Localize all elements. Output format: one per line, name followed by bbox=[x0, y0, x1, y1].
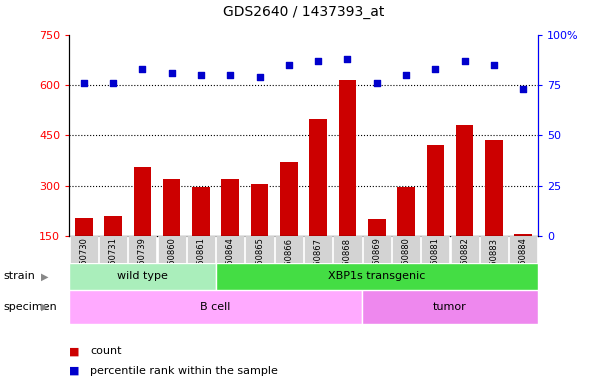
FancyBboxPatch shape bbox=[187, 236, 215, 263]
Point bbox=[167, 70, 177, 76]
FancyBboxPatch shape bbox=[509, 236, 537, 263]
Text: count: count bbox=[90, 346, 121, 356]
Bar bbox=[251, 184, 268, 286]
Point bbox=[372, 80, 382, 86]
Text: percentile rank within the sample: percentile rank within the sample bbox=[90, 366, 278, 376]
Text: GSM160868: GSM160868 bbox=[343, 237, 352, 288]
Text: ■: ■ bbox=[69, 346, 79, 356]
FancyBboxPatch shape bbox=[99, 236, 127, 263]
FancyBboxPatch shape bbox=[157, 236, 186, 263]
Text: tumor: tumor bbox=[433, 302, 467, 312]
FancyBboxPatch shape bbox=[392, 236, 420, 263]
FancyBboxPatch shape bbox=[304, 236, 332, 263]
Text: GSM160880: GSM160880 bbox=[401, 237, 410, 288]
Text: XBP1s transgenic: XBP1s transgenic bbox=[328, 271, 426, 281]
Point bbox=[343, 56, 352, 62]
Text: GSM160882: GSM160882 bbox=[460, 237, 469, 288]
Bar bbox=[485, 141, 502, 286]
FancyBboxPatch shape bbox=[70, 236, 98, 263]
FancyBboxPatch shape bbox=[128, 236, 156, 263]
Bar bbox=[456, 125, 474, 286]
Text: wild type: wild type bbox=[117, 271, 168, 281]
Point bbox=[460, 58, 469, 64]
FancyBboxPatch shape bbox=[362, 290, 538, 324]
Bar bbox=[75, 218, 93, 286]
FancyBboxPatch shape bbox=[69, 263, 216, 290]
Point bbox=[284, 62, 294, 68]
Text: GSM160884: GSM160884 bbox=[519, 237, 528, 288]
Point bbox=[79, 80, 88, 86]
Text: strain: strain bbox=[3, 271, 35, 281]
Point bbox=[519, 86, 528, 92]
Text: GSM160861: GSM160861 bbox=[197, 237, 206, 288]
FancyBboxPatch shape bbox=[69, 290, 362, 324]
Bar bbox=[163, 179, 180, 286]
Text: GSM160881: GSM160881 bbox=[431, 237, 440, 288]
Point bbox=[430, 66, 440, 72]
Text: GSM160739: GSM160739 bbox=[138, 237, 147, 288]
Bar bbox=[514, 235, 532, 286]
Bar bbox=[221, 179, 239, 286]
Point bbox=[108, 80, 118, 86]
Text: GSM160883: GSM160883 bbox=[489, 237, 498, 288]
Bar bbox=[339, 80, 356, 286]
Bar bbox=[280, 162, 297, 286]
FancyBboxPatch shape bbox=[216, 263, 538, 290]
FancyBboxPatch shape bbox=[480, 236, 508, 263]
Text: GSM160865: GSM160865 bbox=[255, 237, 264, 288]
FancyBboxPatch shape bbox=[421, 236, 450, 263]
Text: GSM160866: GSM160866 bbox=[284, 237, 293, 288]
Point bbox=[401, 72, 411, 78]
Text: GSM160860: GSM160860 bbox=[167, 237, 176, 288]
Text: ▶: ▶ bbox=[41, 302, 48, 312]
Point bbox=[255, 74, 264, 80]
Bar bbox=[105, 216, 122, 286]
FancyBboxPatch shape bbox=[275, 236, 303, 263]
Point bbox=[138, 66, 147, 72]
Text: GSM160869: GSM160869 bbox=[372, 237, 381, 288]
Point bbox=[313, 58, 323, 64]
Text: GSM160864: GSM160864 bbox=[226, 237, 235, 288]
FancyBboxPatch shape bbox=[334, 236, 362, 263]
FancyBboxPatch shape bbox=[245, 236, 273, 263]
Text: ▶: ▶ bbox=[41, 271, 48, 281]
Text: B cell: B cell bbox=[200, 302, 231, 312]
Text: GSM160730: GSM160730 bbox=[79, 237, 88, 288]
Bar bbox=[310, 119, 327, 286]
FancyBboxPatch shape bbox=[362, 236, 391, 263]
Text: GDS2640 / 1437393_at: GDS2640 / 1437393_at bbox=[223, 5, 384, 19]
Text: GSM160867: GSM160867 bbox=[314, 237, 323, 288]
Text: ■: ■ bbox=[69, 366, 79, 376]
Bar bbox=[192, 187, 210, 286]
Bar bbox=[368, 219, 385, 286]
Bar bbox=[397, 187, 415, 286]
Text: GSM160731: GSM160731 bbox=[109, 237, 118, 288]
Text: specimen: specimen bbox=[3, 302, 56, 312]
Point bbox=[196, 72, 206, 78]
Bar bbox=[427, 146, 444, 286]
Point bbox=[225, 72, 235, 78]
Point bbox=[489, 62, 499, 68]
FancyBboxPatch shape bbox=[216, 236, 245, 263]
Bar bbox=[133, 167, 151, 286]
FancyBboxPatch shape bbox=[451, 236, 479, 263]
